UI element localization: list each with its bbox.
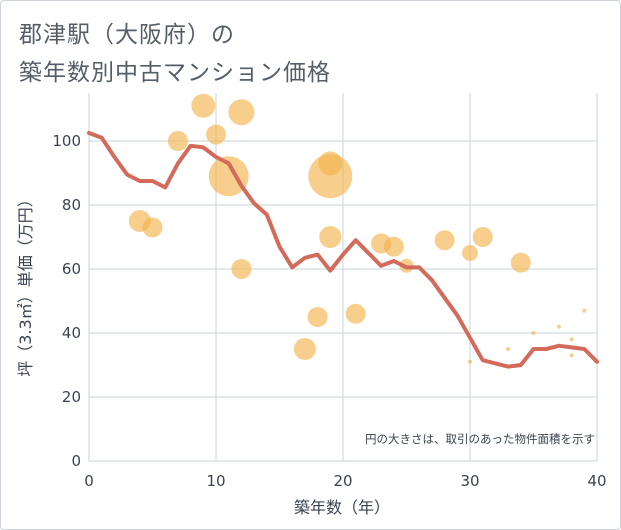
y-tick-label: 100 — [52, 132, 81, 150]
x-tick-label: 40 — [587, 472, 606, 490]
bubble-point — [462, 245, 478, 261]
bubble-point — [468, 359, 472, 364]
bubble-point — [472, 227, 493, 247]
chart-title-line1: 郡津駅（大阪府）の — [19, 22, 235, 48]
bubble-point — [318, 151, 343, 176]
y-tick-label: 80 — [62, 196, 81, 214]
x-tick-label: 0 — [84, 472, 94, 490]
trend-line — [87, 131, 599, 369]
x-tick-label: 10 — [206, 472, 225, 490]
bubble-point — [191, 93, 216, 118]
bubble-point — [319, 226, 342, 248]
bubble-point — [582, 308, 587, 313]
x-tick-label: 30 — [460, 472, 479, 490]
grid-lines — [88, 93, 598, 462]
bubble-point — [208, 156, 249, 197]
bubble-point — [228, 99, 255, 126]
chart-title-line2: 築年数別中古マンション価格 — [19, 60, 331, 86]
bubble-size-note: 円の大きさは、取引のあった物件面積を示す — [365, 432, 595, 446]
bubble-point — [556, 324, 561, 329]
bubble-point — [569, 337, 574, 342]
bubble-point — [531, 331, 536, 335]
bubble-point — [231, 259, 252, 279]
bubble-point — [506, 347, 511, 351]
x-axis-title: 築年数（年） — [294, 498, 390, 517]
y-tick-labels: 0 20 40 60 80 100 — [52, 132, 81, 470]
x-tick-labels: 0 10 20 30 40 — [84, 472, 606, 490]
bubble-point — [206, 124, 226, 145]
bubble-point — [383, 236, 404, 257]
y-tick-label: 40 — [62, 324, 81, 342]
y-tick-label: 60 — [62, 260, 81, 278]
x-tick-label: 20 — [333, 472, 352, 490]
bubble-point — [569, 353, 574, 358]
bubble-point — [167, 131, 188, 151]
bubble-point — [293, 338, 316, 360]
bubble-point — [510, 252, 531, 273]
bubble-point — [307, 307, 328, 327]
bubble-series — [128, 93, 587, 364]
y-axis-title: 坪（3.3㎡）単価（万円） — [16, 191, 35, 376]
bubble-point — [142, 217, 163, 238]
y-tick-label: 20 — [62, 388, 81, 406]
y-tick-label: 0 — [71, 452, 81, 470]
bubble-point — [434, 230, 455, 251]
bubble-point — [345, 303, 366, 324]
